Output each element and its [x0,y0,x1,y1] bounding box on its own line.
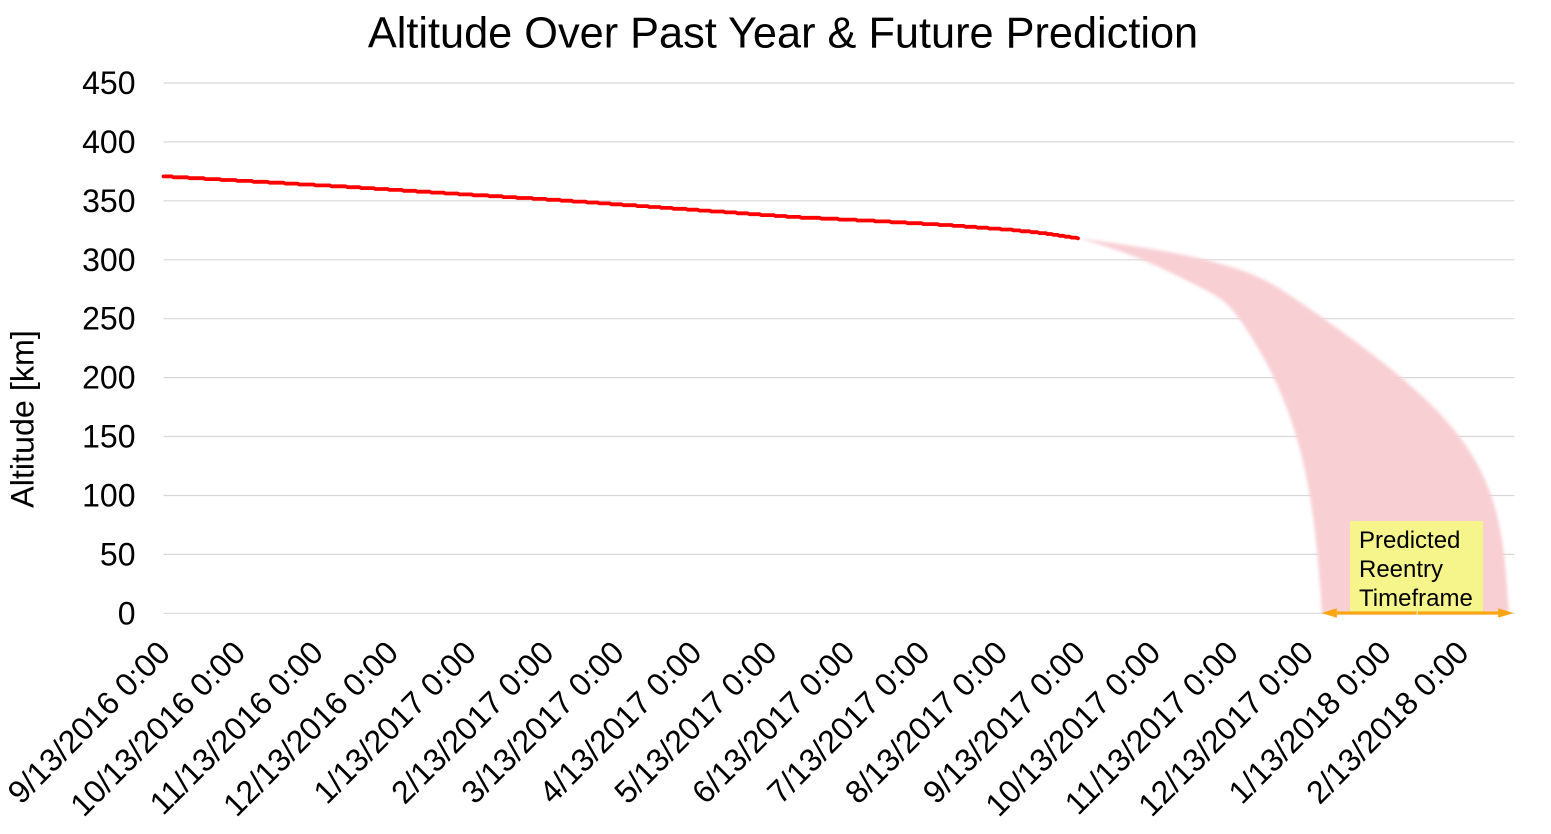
svg-text:50: 50 [100,536,136,572]
svg-text:450: 450 [82,65,135,101]
svg-text:0: 0 [118,595,136,631]
svg-text:200: 200 [82,360,135,396]
svg-text:Predicted: Predicted [1359,527,1460,554]
svg-text:350: 350 [82,183,135,219]
svg-text:Reentry: Reentry [1359,556,1443,583]
svg-text:Altitude Over Past Year & Futu: Altitude Over Past Year & Future Predict… [368,10,1198,58]
svg-text:100: 100 [82,478,135,514]
svg-text:400: 400 [82,124,135,160]
svg-text:Timeframe: Timeframe [1359,585,1473,612]
svg-text:150: 150 [82,419,135,455]
svg-text:250: 250 [82,301,135,337]
svg-text:Altitude [km]: Altitude [km] [5,330,41,508]
svg-text:300: 300 [82,242,135,278]
